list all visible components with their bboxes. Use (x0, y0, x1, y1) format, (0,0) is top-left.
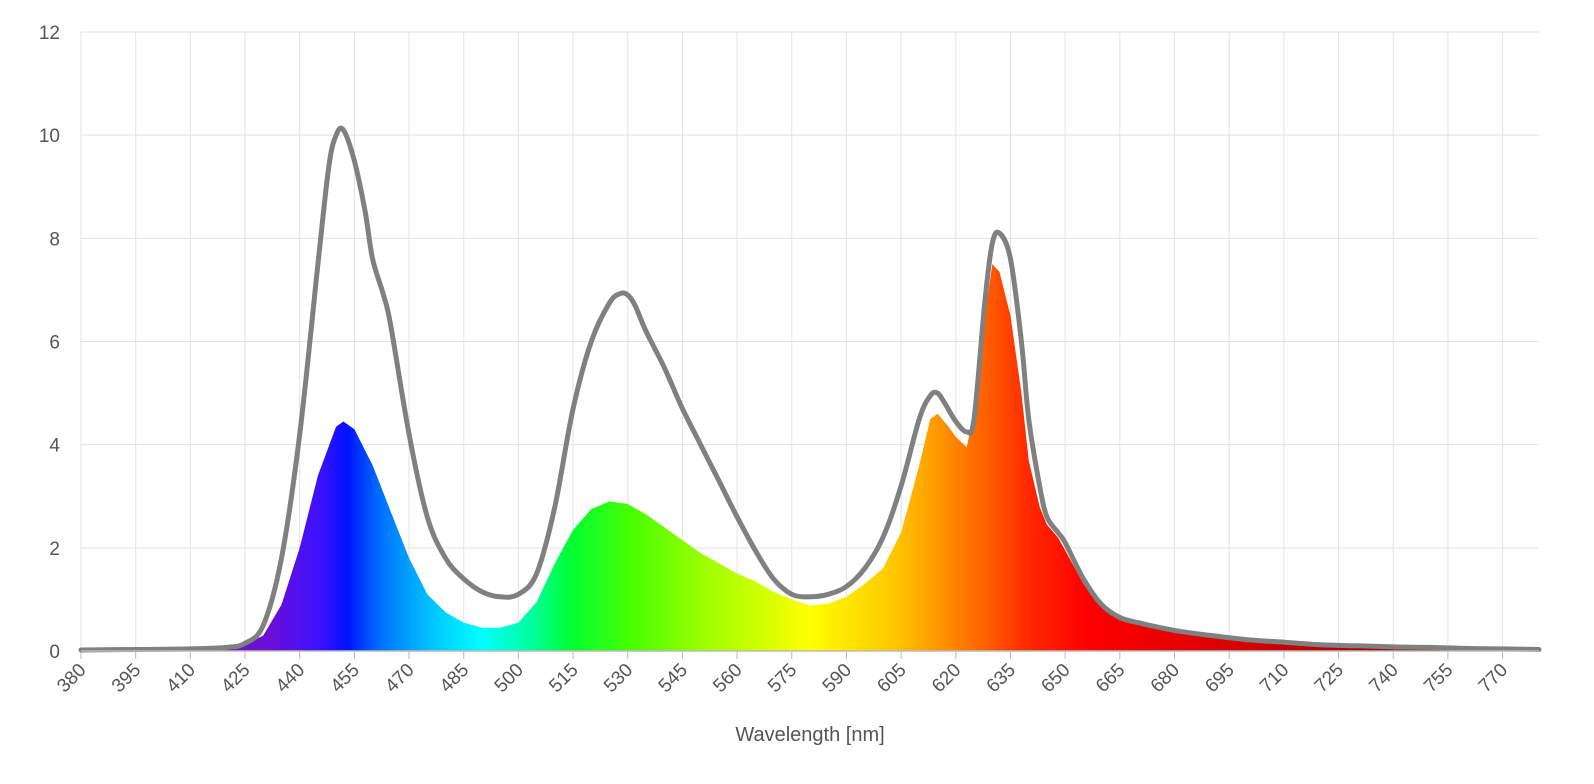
x-tick-label: 575 (764, 660, 801, 697)
x-tick-label: 620 (928, 660, 965, 697)
x-tick-label: 470 (381, 660, 418, 697)
x-tick-label: 410 (163, 660, 200, 697)
x-tick-label: 560 (709, 660, 746, 697)
y-tick-label: 0 (49, 642, 60, 663)
y-tick-label: 12 (39, 23, 60, 44)
x-tick-label: 455 (327, 660, 364, 697)
x-tick-label: 725 (1311, 660, 1348, 697)
x-tick-label: 695 (1201, 660, 1238, 697)
x-tick-label: 665 (1092, 660, 1129, 697)
x-tick-label: 425 (217, 660, 254, 697)
x-axis-label: Wavelength [nm] (735, 724, 884, 746)
x-tick-label: 755 (1420, 660, 1457, 697)
x-tick-label: 605 (873, 660, 910, 697)
y-tick-label: 2 (49, 539, 60, 560)
x-tick-label: 485 (436, 660, 473, 697)
x-tick-label: 440 (272, 660, 309, 697)
x-tick-label: 515 (545, 660, 582, 697)
outline-line (78, 125, 1542, 653)
y-axis-ticks: 0 2 4 6 8 10 12 (39, 23, 61, 663)
x-tick-label: 740 (1365, 660, 1402, 697)
x-tick-label: 545 (655, 660, 692, 697)
x-tick-label: 650 (1037, 660, 1074, 697)
x-tick-label: 635 (983, 660, 1020, 697)
x-tick-label: 770 (1475, 660, 1512, 697)
x-tick-label: 590 (819, 660, 856, 697)
y-tick-label: 10 (39, 126, 60, 147)
x-tick-label: 380 (53, 660, 90, 697)
y-tick-label: 8 (49, 229, 60, 250)
x-tick-label: 710 (1256, 660, 1293, 697)
x-tick-label: 500 (491, 660, 528, 697)
y-tick-label: 6 (49, 333, 60, 354)
y-tick-label: 4 (49, 436, 60, 457)
x-tick-label: 530 (600, 660, 637, 697)
x-tick-label: 395 (108, 660, 145, 697)
x-tick-label: 680 (1147, 660, 1184, 697)
x-axis-ticks: 380 395 410 425 440 455 470 485 500 515 530 545 560 5… (53, 651, 1512, 697)
